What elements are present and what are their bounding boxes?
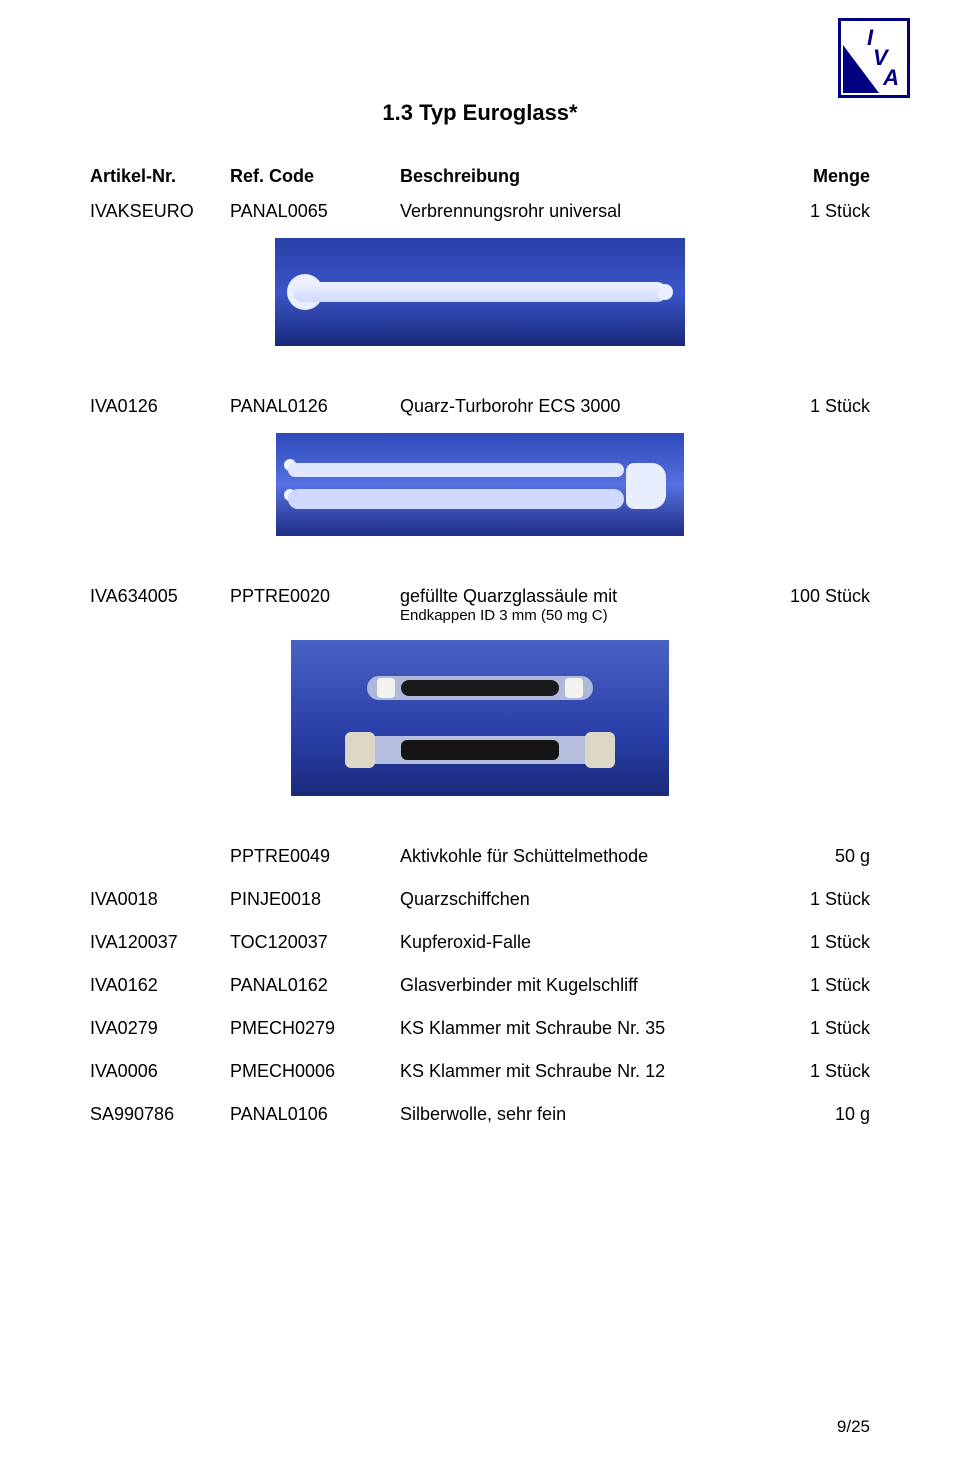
cell-qty: 50 g bbox=[750, 846, 870, 867]
cell-ref: PANAL0162 bbox=[230, 975, 400, 996]
cell-desc: gefüllte Quarzglassäule mit Endkappen ID… bbox=[400, 586, 750, 624]
cell-qty: 100 Stück bbox=[750, 586, 870, 607]
photo-2 bbox=[276, 433, 684, 536]
table-row: IVA120037TOC120037Kupferoxid-Falle1 Stüc… bbox=[90, 932, 870, 953]
photo3-cap-tr bbox=[565, 678, 583, 698]
photo3-column-top-fill bbox=[401, 680, 559, 696]
cell-qty: 1 Stück bbox=[750, 201, 870, 222]
table-header: Artikel-Nr. Ref. Code Beschreibung Menge bbox=[90, 166, 870, 187]
logo-letter-a: A bbox=[883, 65, 899, 91]
header-artikel: Artikel-Nr. bbox=[90, 166, 230, 187]
cell-qty: 1 Stück bbox=[750, 889, 870, 910]
cell-qty: 1 Stück bbox=[750, 975, 870, 996]
cell-desc: Silberwolle, sehr fein bbox=[400, 1104, 750, 1125]
cell-ref: PINJE0018 bbox=[230, 889, 400, 910]
table-row: IVA0018PINJE0018Quarzschiffchen1 Stück bbox=[90, 889, 870, 910]
cell-art: IVA634005 bbox=[90, 586, 230, 607]
cell-ref: PPTRE0049 bbox=[230, 846, 400, 867]
table-row: SA990786PANAL0106Silberwolle, sehr fein1… bbox=[90, 1104, 870, 1125]
table-row: PPTRE0049Aktivkohle für Schüttelmethode5… bbox=[90, 846, 870, 867]
section-title: 1.3 Typ Euroglass* bbox=[90, 100, 870, 126]
cell-qty: 1 Stück bbox=[750, 932, 870, 953]
photo-1-wrap bbox=[90, 238, 870, 346]
photo2-tube-top bbox=[288, 463, 624, 477]
table-row: IVA634005 PPTRE0020 gefüllte Quarzglassä… bbox=[90, 586, 870, 624]
cell-ref: PPTRE0020 bbox=[230, 586, 400, 607]
photo2-flare-right bbox=[626, 463, 666, 509]
cell-desc: Verbrennungsrohr universal bbox=[400, 201, 750, 222]
table-row: IVA0006PMECH0006KS Klammer mit Schraube … bbox=[90, 1061, 870, 1082]
cell-art: IVA0162 bbox=[90, 975, 230, 996]
header-menge: Menge bbox=[750, 166, 870, 187]
photo3-column-bot-fill bbox=[401, 740, 559, 760]
cell-qty: 10 g bbox=[750, 1104, 870, 1125]
cell-ref: PMECH0279 bbox=[230, 1018, 400, 1039]
cell-desc-line1: gefüllte Quarzglassäule mit bbox=[400, 586, 750, 607]
table-row: IVA0162PANAL0162Glasverbinder mit Kugels… bbox=[90, 975, 870, 996]
photo-3 bbox=[291, 640, 669, 796]
photo2-tube-bot bbox=[288, 489, 624, 509]
photo-1 bbox=[275, 238, 685, 346]
cell-art: IVA0126 bbox=[90, 396, 230, 417]
cell-qty: 1 Stück bbox=[750, 396, 870, 417]
page-number: 9/25 bbox=[837, 1417, 870, 1437]
cell-ref: TOC120037 bbox=[230, 932, 400, 953]
cell-desc: Aktivkohle für Schüttelmethode bbox=[400, 846, 750, 867]
cell-ref: PANAL0126 bbox=[230, 396, 400, 417]
photo1-tube bbox=[293, 282, 667, 302]
cell-art: SA990786 bbox=[90, 1104, 230, 1125]
cell-desc-line2: Endkappen ID 3 mm (50 mg C) bbox=[400, 607, 750, 624]
cell-art: IVA0006 bbox=[90, 1061, 230, 1082]
cell-art: IVA0279 bbox=[90, 1018, 230, 1039]
cell-qty: 1 Stück bbox=[750, 1018, 870, 1039]
logo-inner: I V A bbox=[841, 21, 907, 95]
table-row: IVA0126 PANAL0126 Quarz-Turborohr ECS 30… bbox=[90, 396, 870, 417]
cell-ref: PANAL0106 bbox=[230, 1104, 400, 1125]
cell-desc: Quarzschiffchen bbox=[400, 889, 750, 910]
cell-desc: KS Klammer mit Schraube Nr. 12 bbox=[400, 1061, 750, 1082]
cell-qty: 1 Stück bbox=[750, 1061, 870, 1082]
cell-ref: PMECH0006 bbox=[230, 1061, 400, 1082]
photo-2-wrap bbox=[90, 433, 870, 536]
cell-art: IVAKSEURO bbox=[90, 201, 230, 222]
cell-desc: Glasverbinder mit Kugelschliff bbox=[400, 975, 750, 996]
photo3-cap-br bbox=[585, 732, 615, 768]
cell-desc: Quarz-Turborohr ECS 3000 bbox=[400, 396, 750, 417]
cell-art: IVA0018 bbox=[90, 889, 230, 910]
photo1-bulb-right bbox=[657, 284, 673, 300]
photo3-cap-tl bbox=[377, 678, 395, 698]
photo-3-wrap bbox=[90, 640, 870, 796]
table-row: IVA0279PMECH0279KS Klammer mit Schraube … bbox=[90, 1018, 870, 1039]
header-refcode: Ref. Code bbox=[230, 166, 400, 187]
table-2: PPTRE0049Aktivkohle für Schüttelmethode5… bbox=[90, 846, 870, 1125]
page: I V A 1.3 Typ Euroglass* Artikel-Nr. Ref… bbox=[0, 0, 960, 1473]
cell-ref: PANAL0065 bbox=[230, 201, 400, 222]
header-beschreibung: Beschreibung bbox=[400, 166, 750, 187]
cell-desc: Kupferoxid-Falle bbox=[400, 932, 750, 953]
table-row: IVAKSEURO PANAL0065 Verbrennungsrohr uni… bbox=[90, 201, 870, 222]
cell-art: IVA120037 bbox=[90, 932, 230, 953]
cell-desc: KS Klammer mit Schraube Nr. 35 bbox=[400, 1018, 750, 1039]
logo: I V A bbox=[838, 18, 910, 98]
photo3-cap-bl bbox=[345, 732, 375, 768]
